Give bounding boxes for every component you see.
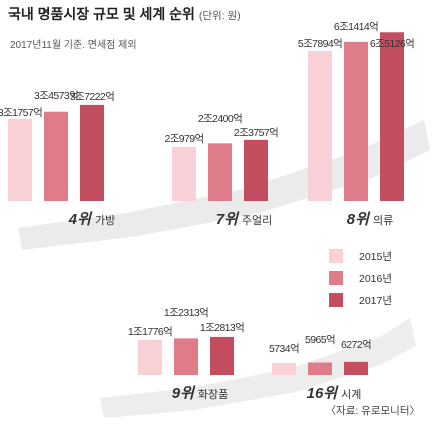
legend-swatch [329, 271, 343, 285]
bar-주얼리-2017년 [244, 139, 268, 201]
bar-시계-2015년 [272, 363, 296, 375]
category-name: 가방 [95, 214, 115, 227]
data-label: 1조1776억 [128, 326, 172, 338]
bar-가방-2017년 [80, 104, 104, 201]
bar-주얼리-2015년 [172, 147, 196, 201]
category-label: 7위 주얼리 [216, 211, 273, 228]
legend-swatch [329, 249, 343, 263]
category-label: 8위 의류 [347, 211, 393, 228]
data-label: 5734억 [269, 343, 299, 355]
legend: 2015년 2016년 2017년 [329, 246, 419, 312]
data-label: 1조2313억 [164, 307, 208, 319]
bar-의류-2017년 [380, 32, 404, 202]
data-label: 2조2400억 [198, 113, 242, 125]
background-arrow-top [18, 120, 430, 250]
legend-label: 2015년 [359, 251, 393, 263]
bar-의류-2016년 [344, 41, 368, 201]
bar-가방-2016년 [44, 111, 68, 201]
category-label: 4위 가방 [68, 211, 115, 228]
bar-의류-2015년 [308, 51, 332, 201]
chart-title: 국내 명품시장 규모 및 세계 순위 (단위: 원) [8, 4, 241, 24]
data-label: 2조3757억 [234, 127, 278, 139]
legend-label: 2016년 [359, 273, 393, 285]
legend-item: 2015년 [329, 246, 419, 268]
bar-주얼리-2016년 [208, 143, 232, 201]
rank-label: 8위 [347, 211, 371, 228]
category-name: 주얼리 [242, 213, 272, 227]
category-label: 16위 시계 [307, 385, 362, 402]
data-label: 6272억 [341, 339, 371, 351]
data-label: 6조1414억 [334, 21, 378, 33]
background-arrow-bottom [100, 318, 416, 418]
unit-label: (단위: 원) [198, 10, 241, 22]
source-note: 〈자료: 유로모니터〉 [325, 405, 420, 417]
rank-label: 7위 [216, 211, 240, 228]
data-label: 6조5126억 [370, 38, 414, 50]
data-label: 3조1757억 [0, 107, 42, 119]
data-label: 3조7222억 [70, 91, 114, 103]
chart-subtitle: 2017년11월 기준. 면세점 제외 [10, 40, 137, 51]
category-label: 9위 화장품 [172, 385, 229, 402]
category-name: 시계 [341, 388, 361, 401]
category-name: 의류 [373, 214, 393, 227]
data-label: 2조979억 [164, 133, 203, 145]
rank-label: 16위 [307, 385, 340, 402]
title-text: 국내 명품시장 규모 및 세계 순위 [8, 6, 195, 22]
bar-시계-2017년 [344, 361, 368, 375]
data-label: 5조7894억 [298, 38, 342, 50]
bar-시계-2016년 [308, 362, 332, 375]
legend-item: 2016년 [329, 268, 419, 290]
bar-화장품-2015년 [138, 340, 162, 375]
category-name: 화장품 [198, 388, 228, 401]
data-label: 3조4573억 [34, 90, 78, 102]
data-label: 5965억 [305, 334, 335, 346]
bar-가방-2015년 [8, 119, 32, 201]
bar-화장품-2017년 [210, 336, 234, 375]
legend-label: 2017년 [359, 295, 393, 307]
legend-item: 2017년 [329, 290, 419, 312]
rank-label: 9위 [172, 385, 196, 402]
bar-화장품-2016년 [174, 338, 198, 375]
data-label: 1조2813억 [200, 322, 244, 334]
legend-swatch [329, 293, 343, 307]
rank-label: 4위 [68, 211, 93, 228]
